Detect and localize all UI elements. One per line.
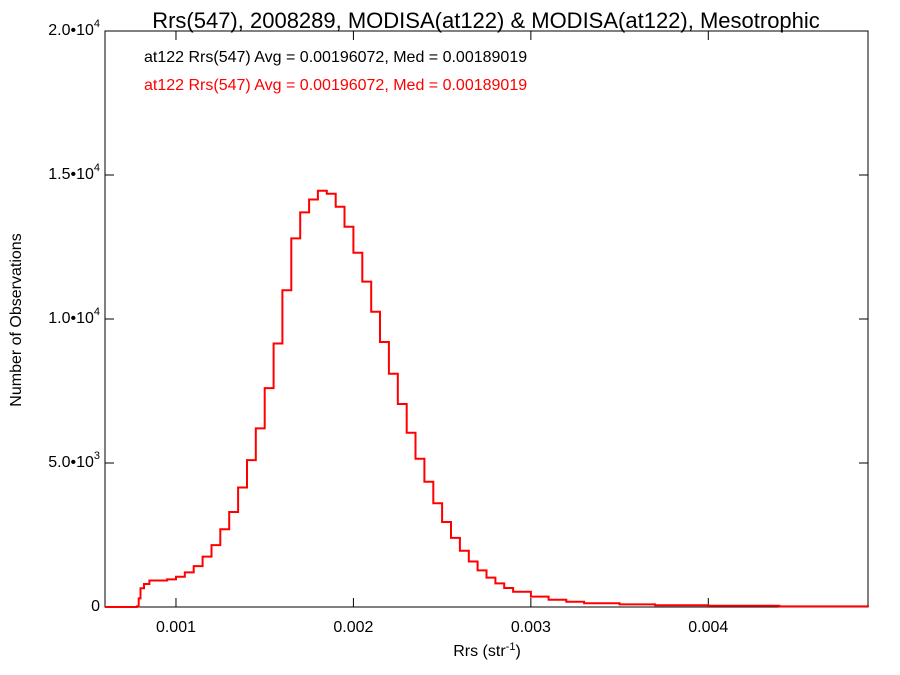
chart-title: Rrs(547), 2008289, MODISA(at122) & MODIS…: [152, 8, 820, 33]
annotations: at122 Rrs(547) Avg = 0.00196072, Med = 0…: [144, 49, 527, 94]
y-tick-label: 1.0•104: [48, 306, 100, 327]
x-axis-label-base: Rrs (str: [453, 643, 506, 660]
plot-frame: [104, 30, 869, 608]
y-tick-label: 0: [91, 598, 100, 615]
y-tick-label: 2.0•104: [48, 18, 100, 39]
x-tick-label: 0.004: [688, 619, 728, 636]
x-tick-label: 0.002: [333, 619, 373, 636]
x-tick-label: 0.003: [511, 619, 551, 636]
x-axis-label: Rrs (str-1): [453, 641, 521, 660]
histogram-series-line: [105, 189, 869, 608]
stats-annotation: at122 Rrs(547) Avg = 0.00196072, Med = 0…: [144, 77, 527, 94]
x-tick-label: 0.001: [156, 619, 196, 636]
y-axis-label: Number of Observations: [8, 233, 25, 406]
ticks: 0.001 0.002 0.003 0.004 0 5.0•103 1.0•104 1.5•1…: [48, 18, 868, 636]
x-axis-label-tail: ): [515, 643, 520, 660]
plot-area: [105, 189, 869, 608]
x-axis-label-sup: -1: [506, 641, 516, 653]
stats-annotation: at122 Rrs(547) Avg = 0.00196072, Med = 0…: [144, 49, 527, 66]
y-tick-label: 1.5•104: [48, 162, 100, 183]
axes: [104, 30, 869, 608]
y-tick-label: 5.0•103: [48, 450, 100, 471]
